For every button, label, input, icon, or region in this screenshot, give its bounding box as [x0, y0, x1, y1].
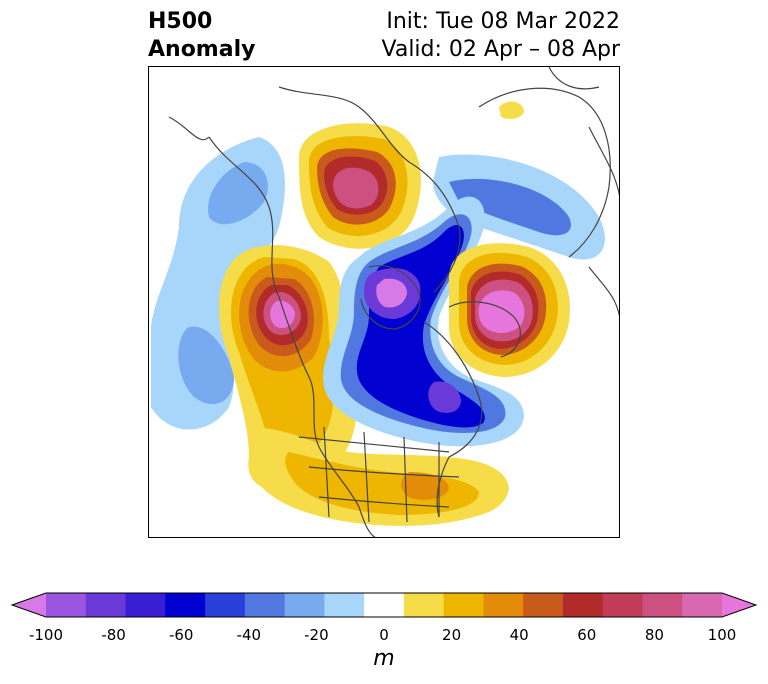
central-negative-trough	[323, 196, 524, 447]
arctic-ridge	[299, 123, 421, 249]
colorbar-segment	[443, 593, 484, 617]
anomaly-map-svg	[151, 67, 619, 537]
colorbar-tick-label: -20	[304, 626, 329, 644]
colorbar-segment	[125, 593, 166, 617]
colorbar-unit-label: m	[373, 646, 395, 671]
colorbar-tick-label: 0	[379, 626, 389, 644]
title-block: H500 Anomaly	[148, 8, 255, 64]
colorbar-segment	[46, 593, 87, 617]
atlantic-positive-anomaly	[449, 243, 570, 377]
colorbar-segment	[364, 593, 405, 617]
colorbar-segment	[523, 593, 564, 617]
colorbar-segment	[284, 593, 325, 617]
colorbar-tick-label: 20	[442, 626, 462, 644]
anomaly-map	[148, 66, 620, 538]
colorbar-segment	[562, 593, 604, 617]
coastlines	[168, 67, 619, 537]
valid-date: Valid: 02 Apr – 08 Apr	[381, 37, 621, 62]
colorbar-segment	[324, 593, 365, 617]
date-block: Init: Tue 08 Mar 2022 Valid: 02 Apr – 08…	[382, 8, 621, 64]
colorbar-segment	[602, 593, 643, 617]
colorbar-segment	[85, 593, 127, 617]
colorbar-segment	[165, 593, 206, 617]
colorbar-segment	[403, 593, 445, 617]
siberia-negative-anomaly	[433, 154, 605, 260]
colorbar-segment	[642, 593, 683, 617]
pacific-negative-anomaly	[151, 137, 285, 430]
colorbar-tick-label: 100	[707, 626, 737, 644]
colorbar	[10, 592, 758, 618]
colorbar-segment	[682, 593, 723, 617]
colorbar-extend-high	[722, 593, 756, 617]
arctic-small-ridge	[499, 101, 524, 120]
colorbar-tick-label: 80	[644, 626, 664, 644]
colorbar-outline	[10, 592, 758, 618]
colorbar-tick-label: -60	[168, 626, 194, 644]
colorbar-tick-label: -100	[28, 626, 64, 644]
colorbar-segment	[483, 593, 524, 617]
colorbar-segment	[244, 593, 286, 617]
colorbar-tick-label: 60	[577, 626, 597, 644]
title-line-2: Anomaly	[148, 37, 256, 62]
colorbar-tick-label: 40	[509, 626, 529, 644]
colorbar-tick-label: -40	[236, 626, 262, 644]
colorbar-tick-label: -80	[101, 626, 126, 644]
western-canada-ridge	[219, 245, 357, 491]
init-date: Init: Tue 08 Mar 2022	[386, 9, 620, 34]
colorbar-segment	[205, 593, 246, 617]
colorbar-extend-low	[12, 593, 46, 617]
title-line-1: H500	[148, 9, 213, 34]
